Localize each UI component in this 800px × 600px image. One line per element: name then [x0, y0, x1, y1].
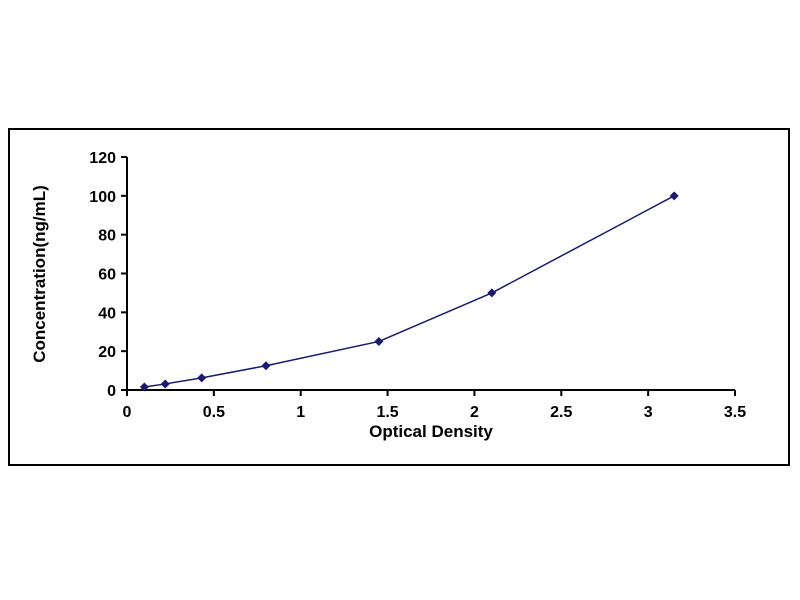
x-tick-label: 3 [644, 404, 653, 421]
y-tick-label: 100 [89, 189, 116, 206]
x-tick-label: 3.5 [724, 404, 746, 421]
x-tick-label: 0.5 [203, 404, 225, 421]
x-tick-label: 2.5 [550, 404, 572, 421]
data-point-marker [374, 336, 384, 346]
y-tick-label: 20 [98, 344, 116, 361]
data-point-marker [669, 191, 679, 201]
y-tick-label: 120 [89, 150, 116, 167]
data-point-marker [139, 382, 149, 392]
y-tick-label: 80 [98, 228, 116, 245]
standard-curve-plot: 0 0.5 1 1.5 2 2.5 3 3.5 0 20 40 60 80 100 120 [89, 150, 746, 421]
data-point-marker [160, 379, 170, 389]
x-tick-label: 0 [123, 404, 132, 421]
x-axis-title: Optical Density [369, 422, 493, 441]
y-tick-label: 0 [107, 383, 116, 400]
chart-frame: 0 0.5 1 1.5 2 2.5 3 3.5 0 20 40 60 80 100 120 Optical … [8, 128, 790, 466]
x-tick-label: 2 [470, 404, 479, 421]
data-point-marker [197, 373, 207, 383]
y-axis-title: Concentration(ng/mL) [30, 185, 49, 363]
data-point-marker [261, 361, 271, 371]
x-tick-label: 1.5 [376, 404, 398, 421]
y-tick-label: 40 [98, 305, 116, 322]
y-tick-label: 60 [98, 267, 116, 284]
data-point-marker [487, 288, 497, 298]
x-tick-label: 1 [296, 404, 305, 421]
series-line [144, 195, 675, 388]
